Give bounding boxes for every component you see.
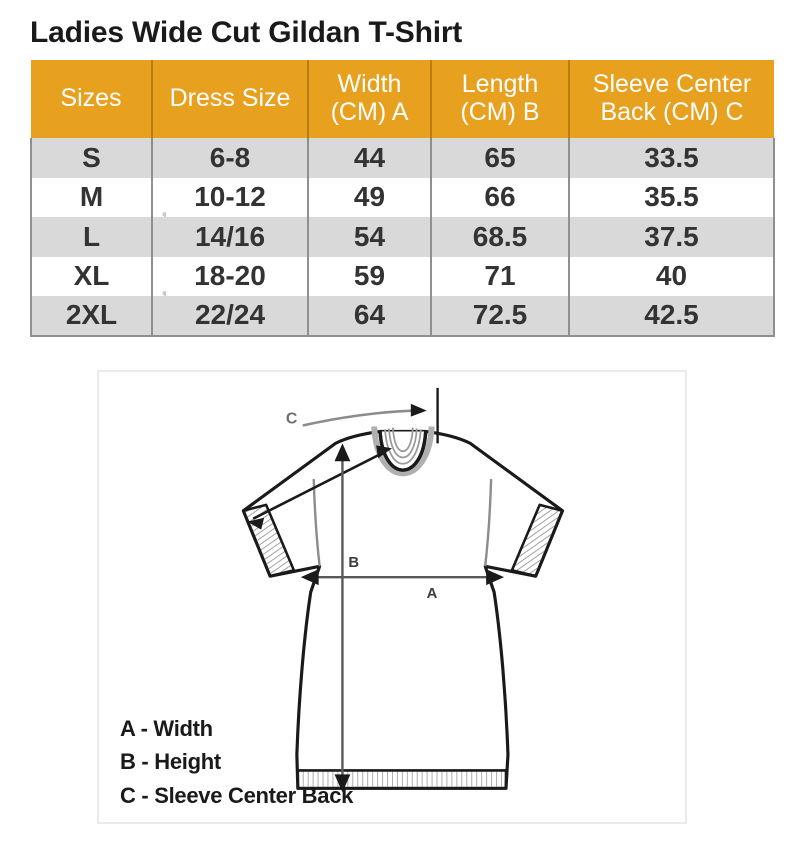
column-header-length: Length (CM) B xyxy=(431,60,570,138)
measure-label-b: B xyxy=(348,555,359,571)
measurement-diagram-panel: C B A xyxy=(97,370,687,824)
measurement-legend: A - Width B - Height C - Sleeve Center B… xyxy=(120,712,353,812)
measure-label-c: C xyxy=(286,411,298,428)
cell-dress-size-value: 18-20 xyxy=(194,260,266,292)
table-row: 2XL 22/24 64 72.5 42.5 xyxy=(30,296,775,337)
comma-artifact: , xyxy=(161,274,168,301)
measure-line-a: A xyxy=(300,569,505,602)
cell-size: XL xyxy=(30,256,153,296)
cell-dress-size-value: 14/16 xyxy=(194,220,266,252)
table-row: L 14/16 54 68.5 37.5 xyxy=(30,217,775,257)
column-header-sleeve-center-back: Sleeve Center Back (CM) C xyxy=(569,60,774,138)
column-header-width: Width (CM) A xyxy=(308,60,432,138)
column-header-sizes-line-1: Sizes xyxy=(60,84,122,112)
table-row: M , 10-12 49 66 35.5 xyxy=(30,177,775,222)
cell-dress-size: , 10-12 xyxy=(152,177,309,222)
cell-width: 49 xyxy=(308,177,432,217)
cell-sleeve-center-back: 37.5 xyxy=(569,217,775,257)
column-header-dress-size-line-1: Dress Size xyxy=(169,84,291,112)
column-header-width-line-2: (CM) A xyxy=(330,98,409,126)
measure-line-b: B xyxy=(334,443,359,793)
column-header-dress-size: Dress Size xyxy=(152,60,309,138)
cell-length: 68.5 xyxy=(431,217,570,257)
tshirt-diagram-icon: C B A xyxy=(241,387,565,793)
measure-label-a: A xyxy=(427,586,438,602)
column-header-sizes: Sizes xyxy=(31,60,153,138)
cell-width: 59 xyxy=(308,256,432,296)
column-header-length-line-1: Length xyxy=(461,70,539,98)
cell-size: 2XL xyxy=(30,296,153,337)
comma-artifact: , xyxy=(161,195,168,222)
cell-dress-size: 14/16 xyxy=(152,217,309,257)
size-chart-table: Sizes Dress Size Width (CM) A Length (CM… xyxy=(30,60,775,337)
measure-line-c: C xyxy=(247,387,439,530)
cell-width: 44 xyxy=(308,138,432,178)
cell-sleeve-center-back: 42.5 xyxy=(569,296,775,337)
cell-sleeve-center-back: 33.5 xyxy=(569,138,775,178)
legend-item-b: B - Height xyxy=(120,749,221,775)
cell-sleeve-center-back: 35.5 xyxy=(569,177,775,217)
column-header-sleeve-line-1: Sleeve Center xyxy=(592,70,752,98)
legend-item-a: A - Width xyxy=(120,716,213,741)
cell-dress-size: , 18-20 xyxy=(152,256,309,301)
legend-item-c: C - Sleeve Center Back xyxy=(120,782,354,808)
cell-length: 65 xyxy=(431,138,570,178)
cell-size: S xyxy=(30,138,153,178)
table-row: S 6-8 44 65 33.5 xyxy=(30,138,775,178)
table-row: XL , 18-20 59 71 40 xyxy=(30,256,775,301)
cell-width: 64 xyxy=(308,296,432,337)
cell-dress-size-value: 10-12 xyxy=(194,181,266,213)
cell-size: L xyxy=(30,217,153,257)
cell-length: 66 xyxy=(431,177,570,217)
column-header-width-line-1: Width xyxy=(337,70,402,98)
cell-length: 72.5 xyxy=(431,296,570,337)
cell-sleeve-center-back: 40 xyxy=(569,256,775,296)
column-header-sleeve-line-2: Back (CM) C xyxy=(600,98,744,126)
cell-width: 54 xyxy=(308,217,432,257)
page-title: Ladies Wide Cut Gildan T-Shirt xyxy=(30,16,463,49)
cell-dress-size-value: 22/24 xyxy=(194,299,266,331)
cell-length: 71 xyxy=(431,256,570,296)
table-header-row: Sizes Dress Size Width (CM) A Length (CM… xyxy=(31,60,774,138)
cell-dress-size-value: 6-8 xyxy=(209,141,251,173)
cell-dress-size: 22/24 xyxy=(152,296,309,337)
column-header-length-line-2: (CM) B xyxy=(460,98,540,126)
cell-dress-size: 6-8 xyxy=(152,138,309,178)
cell-size: M xyxy=(30,177,153,217)
